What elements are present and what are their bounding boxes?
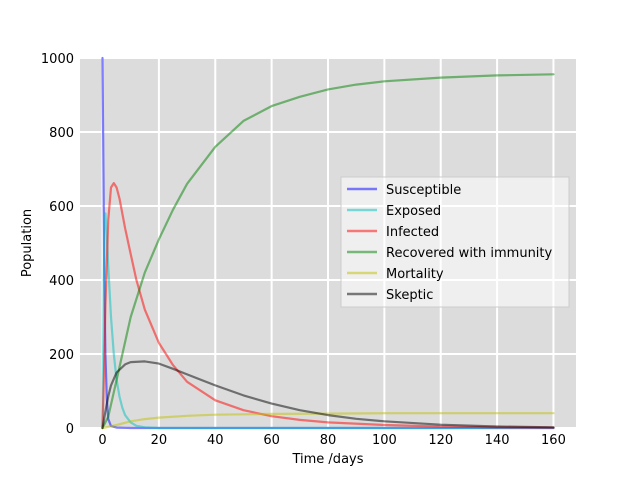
- series-layer: [101, 56, 555, 430]
- x-tick-label: 80: [320, 433, 337, 448]
- legend-label: Skeptic: [386, 288, 433, 303]
- y-tick-label: 800: [49, 126, 74, 141]
- series-line-recovered-with-immunity: [101, 73, 555, 430]
- legend-label: Susceptible: [386, 183, 461, 198]
- y-tick-label: 1000: [41, 52, 74, 67]
- legend-box: [340, 176, 570, 308]
- legend-label: Recovered with immunity: [386, 246, 553, 261]
- x-tick-label: 140: [485, 433, 510, 448]
- legend: Susceptible Exposed Infected Recovered with…: [340, 176, 570, 308]
- y-tick-label: 600: [49, 200, 74, 215]
- y-axis-label: Population: [20, 209, 35, 277]
- x-axis-label: Time /days: [291, 452, 363, 467]
- series-line-skeptic: [101, 360, 555, 430]
- x-tick-label: 120: [428, 433, 453, 448]
- x-tick-label: 160: [541, 433, 566, 448]
- x-tick-label: 100: [372, 433, 397, 448]
- x-tick-label: 0: [98, 433, 106, 448]
- x-tick-label: 20: [151, 433, 168, 448]
- legend-label: Mortality: [386, 267, 444, 282]
- y-tick-label: 200: [49, 348, 74, 363]
- y-tick-label: 400: [49, 274, 74, 289]
- x-tick-label: 40: [207, 433, 224, 448]
- legend-label: Exposed: [386, 204, 441, 219]
- y-tick-label: 0: [66, 422, 74, 437]
- ticks: 0 20 40 60 80 100 120 140 160 0 200 400 600 800 1000: [41, 52, 566, 448]
- series-line-mortality: [101, 412, 555, 430]
- legend-label: Infected: [386, 225, 439, 240]
- series-line-infected: [101, 182, 555, 430]
- x-tick-label: 60: [263, 433, 280, 448]
